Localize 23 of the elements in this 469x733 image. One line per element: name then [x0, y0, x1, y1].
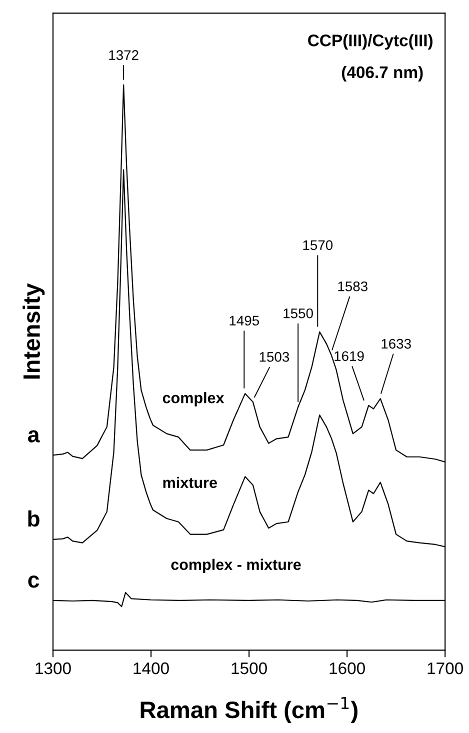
x-tick-label: 1300 — [36, 662, 71, 674]
chart-subtitle: (406.7 nm) — [342, 66, 423, 82]
y-axis-title: Intensity — [22, 283, 45, 379]
x-tick-label: 1500 — [232, 662, 267, 674]
chart-title: CCP(III)/Cytc(III) — [308, 34, 432, 50]
annotation: 1583 — [338, 281, 368, 292]
x-tick-label: 1400 — [134, 662, 169, 674]
x-tick-label: 1600 — [330, 662, 365, 674]
annotation: 1372 — [109, 50, 138, 60]
annotation: a — [28, 430, 40, 442]
series-label: mixture — [163, 476, 217, 488]
annotation: 1495 — [230, 316, 260, 326]
annotation: 1619 — [334, 351, 364, 362]
annotation: 1550 — [284, 308, 313, 318]
annotation: 1570 — [303, 240, 333, 250]
annotation: b — [28, 510, 40, 527]
annotation: 1503 — [260, 352, 290, 362]
annotation: c — [28, 576, 40, 588]
x-tick-label: 1700 — [428, 662, 463, 674]
annotation: 1633 — [382, 338, 411, 349]
x-axis-title: Raman Shift (cm$^{−1}$) — [140, 696, 358, 723]
series-label: complex — [162, 392, 224, 406]
series-label: complex - mixture — [171, 558, 301, 574]
